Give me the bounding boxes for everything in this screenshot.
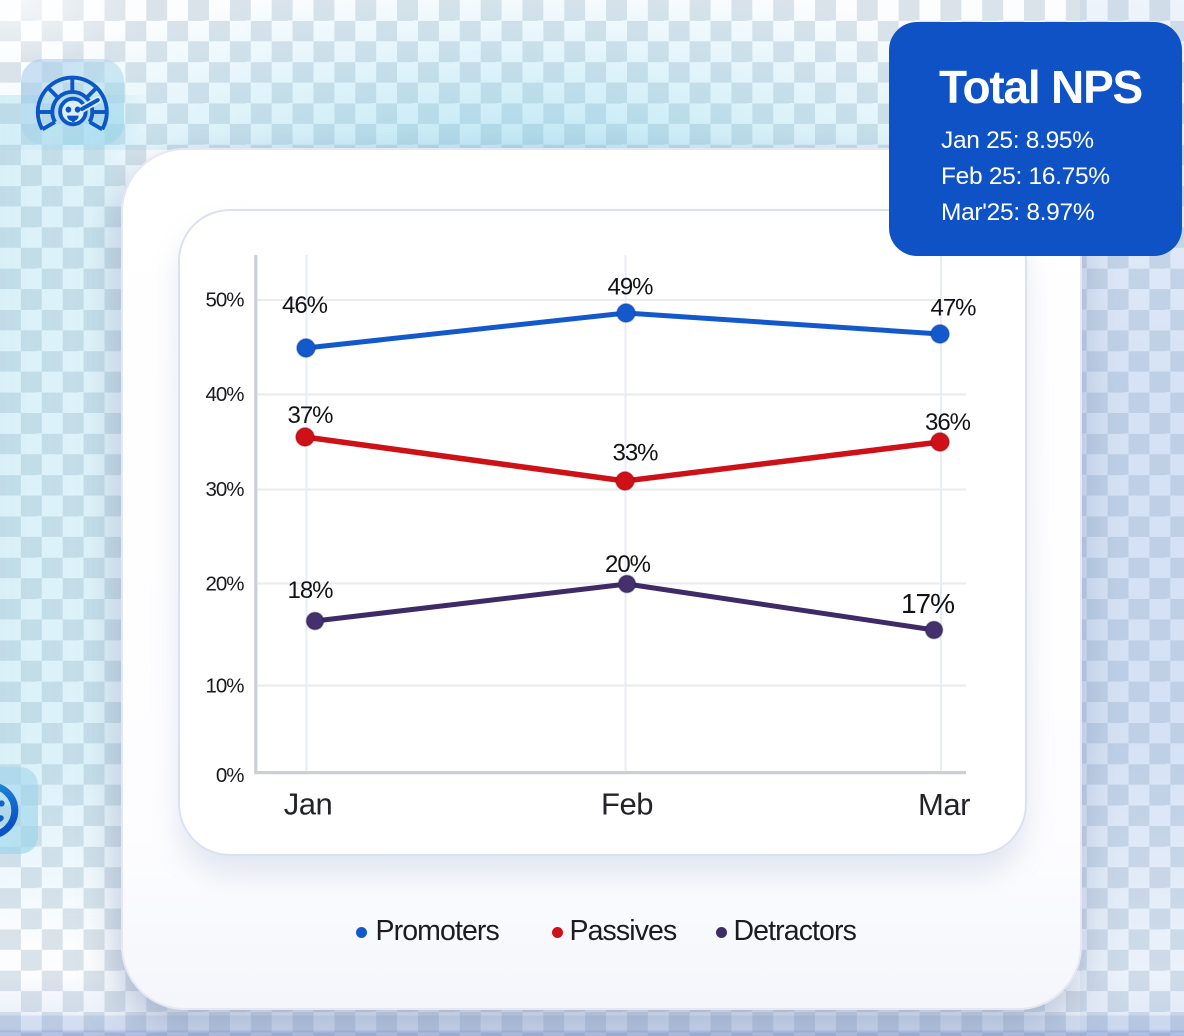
svg-text:Jan: Jan: [284, 787, 332, 822]
svg-text:50%: 50%: [205, 288, 244, 311]
svg-text:10%: 10%: [205, 674, 244, 697]
svg-text:37%: 37%: [287, 402, 333, 429]
svg-text:17%: 17%: [901, 588, 954, 619]
svg-text:46%: 46%: [282, 292, 328, 319]
svg-text:30%: 30%: [205, 478, 244, 501]
svg-text:47%: 47%: [930, 295, 976, 322]
svg-text:49%: 49%: [607, 274, 653, 301]
svg-text:18%: 18%: [287, 577, 333, 604]
svg-text:Mar: Mar: [918, 787, 970, 822]
svg-text:Feb: Feb: [601, 787, 653, 822]
svg-text:20%: 20%: [205, 572, 244, 595]
svg-text:33%: 33%: [612, 440, 658, 467]
svg-text:40%: 40%: [205, 383, 244, 406]
svg-text:0%: 0%: [216, 764, 244, 787]
svg-text:36%: 36%: [925, 409, 971, 436]
svg-text:20%: 20%: [605, 551, 651, 578]
